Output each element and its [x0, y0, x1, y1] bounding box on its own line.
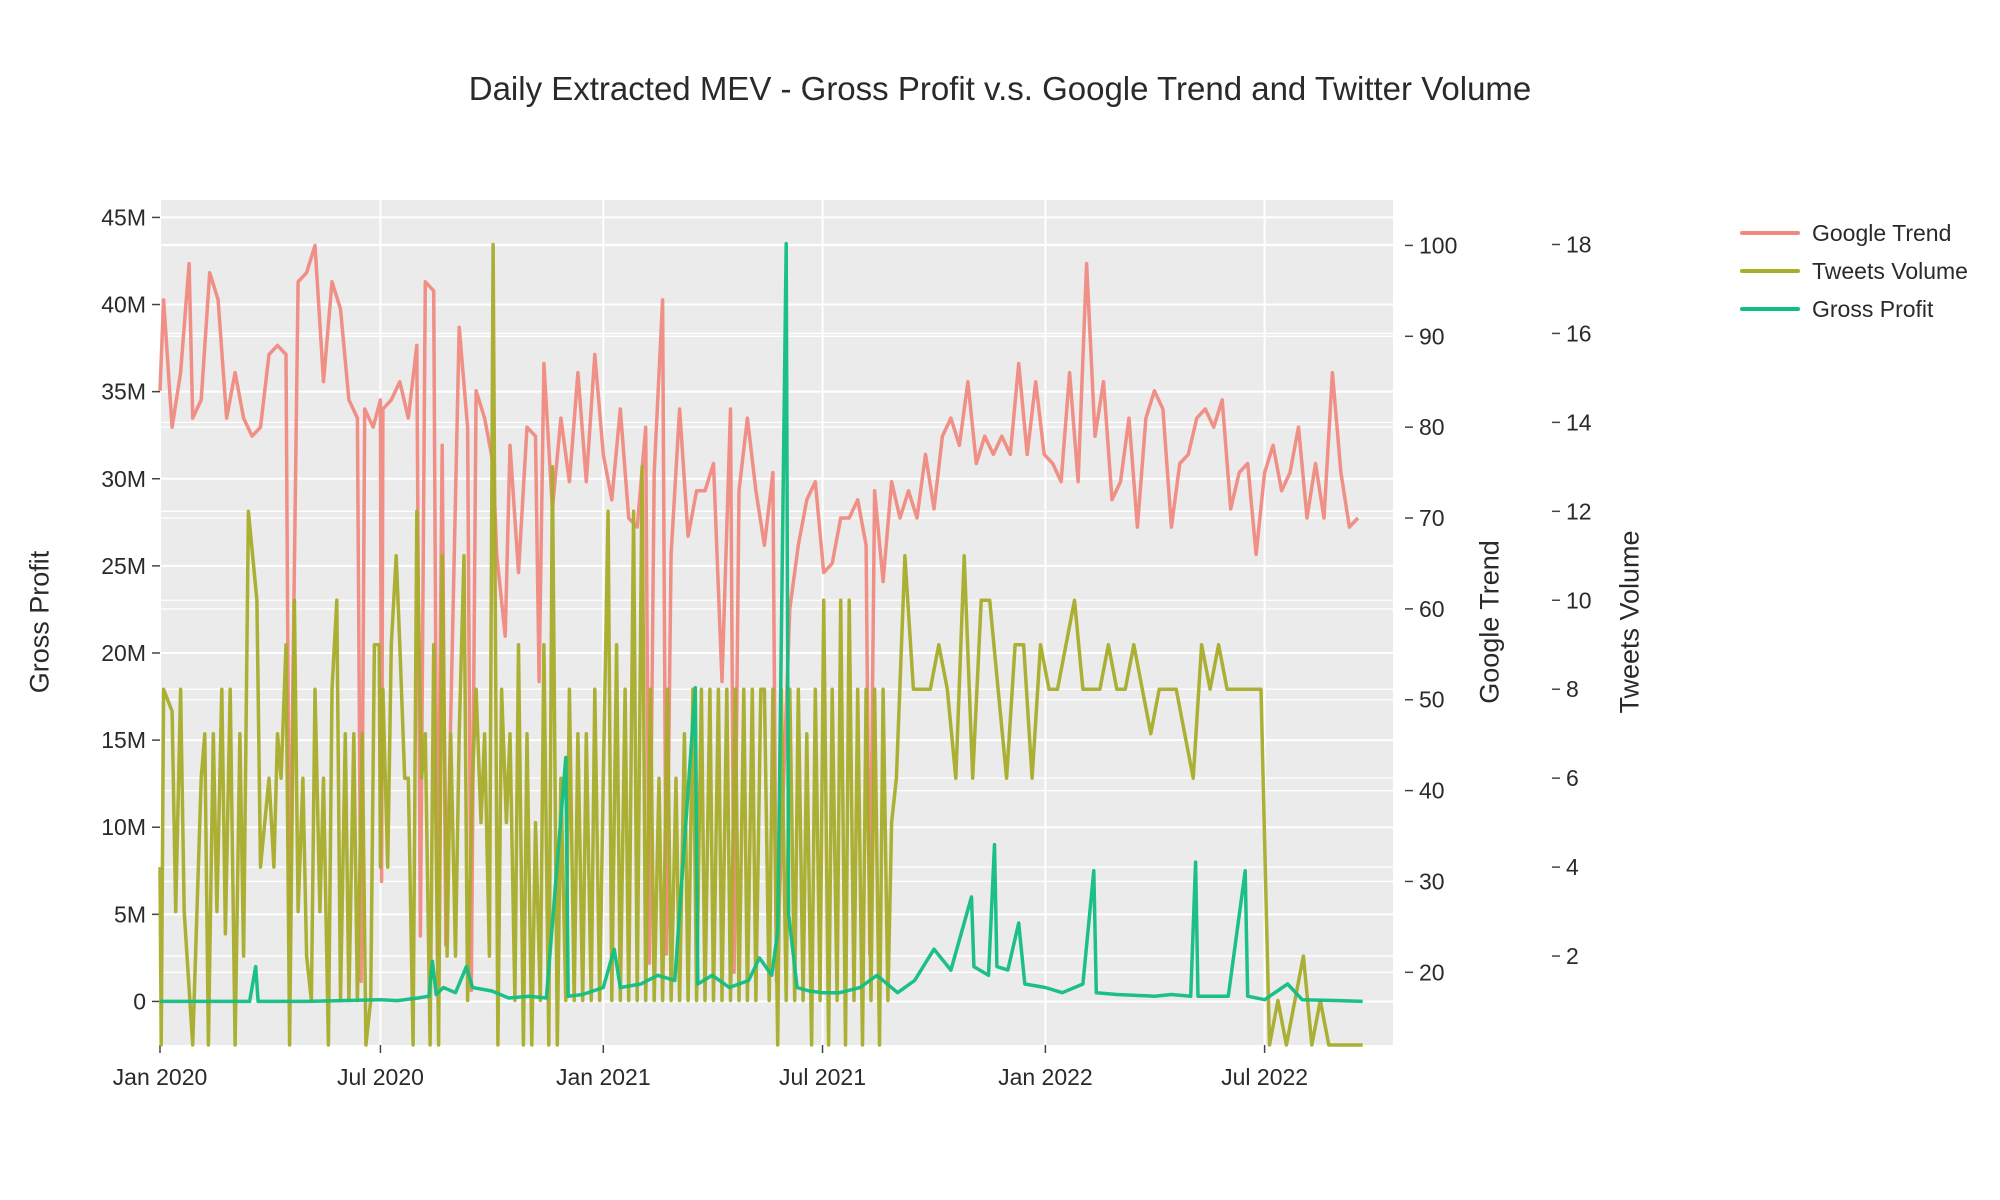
series-lines: [158, 241, 1363, 1047]
legend-label: Google Trend: [1812, 219, 1952, 246]
legend-swatch-tweets-volume: [1740, 269, 1800, 273]
legend-item-gross-profit[interactable]: Gross Profit: [1740, 290, 1968, 328]
y-tick-label-google-trend: 80: [1419, 414, 1445, 440]
y-tick-label-gross-profit: 0: [133, 988, 146, 1014]
y-tick-label-tweets-volume: 4: [1566, 854, 1579, 880]
y-tick-label-tweets-volume: 2: [1566, 943, 1579, 969]
y-tick-label-gross-profit: 45M: [101, 204, 146, 230]
y-tick-label-gross-profit: 40M: [101, 292, 146, 318]
y-tick-label-google-trend: 90: [1419, 323, 1445, 349]
y-axis-title-google-trend: Google Trend: [1474, 540, 1505, 704]
legend-item-google-trend[interactable]: Google Trend: [1740, 214, 1968, 252]
legend-label: Tweets Volume: [1812, 257, 1968, 284]
y-tick-label-gross-profit: 5M: [114, 901, 146, 927]
legend-label: Gross Profit: [1812, 295, 1934, 322]
x-tick-label: Jul 2021: [779, 1064, 866, 1090]
y-axis-title-tweets-volume: Tweets Volume: [1614, 530, 1645, 714]
x-tick-label: Jul 2020: [337, 1064, 424, 1090]
y-tick-label-google-trend: 60: [1419, 596, 1445, 622]
x-tick-label: Jan 2022: [998, 1064, 1093, 1090]
series-line-gross-profit: [160, 241, 1363, 1004]
x-tick-label: Jul 2022: [1221, 1064, 1308, 1090]
y-tick-label-google-trend: 100: [1419, 232, 1457, 258]
y-tick-label-tweets-volume: 16: [1566, 320, 1592, 346]
y-axis-title-gross-profit: Gross Profit: [24, 550, 55, 694]
x-tick-label: Jan 2021: [556, 1064, 651, 1090]
series-line-tweets-volume: [158, 242, 1363, 1047]
y-tick-label-gross-profit: 20M: [101, 640, 146, 666]
chart-title: Daily Extracted MEV - Gross Profit v.s. …: [468, 70, 1532, 107]
legend-swatch-google-trend: [1740, 231, 1800, 235]
y-tick-label-gross-profit: 15M: [101, 727, 146, 753]
y-tick-label-tweets-volume: 10: [1566, 587, 1592, 613]
y-tick-label-gross-profit: 10M: [101, 814, 146, 840]
y-tick-label-tweets-volume: 14: [1566, 409, 1592, 435]
y-tick-label-google-trend: 40: [1419, 778, 1445, 804]
y-tick-label-google-trend: 20: [1419, 959, 1445, 985]
x-tick-label: Jan 2020: [113, 1064, 208, 1090]
y-tick-label-tweets-volume: 18: [1566, 231, 1592, 257]
y-tick-label-gross-profit: 35M: [101, 379, 146, 405]
legend-swatch-gross-profit: [1740, 307, 1800, 311]
y-tick-label-tweets-volume: 8: [1566, 676, 1579, 702]
y-tick-label-tweets-volume: 6: [1566, 765, 1579, 791]
y-tick-label-google-trend: 30: [1419, 868, 1445, 894]
y-tick-label-google-trend: 50: [1419, 687, 1445, 713]
legend-item-tweets-volume[interactable]: Tweets Volume: [1740, 252, 1968, 290]
axes: Jan 2020 Jul 2020 Jan 2021 Jul 2021 Jan 2022…: [101, 204, 1592, 1090]
y-tick-label-gross-profit: 30M: [101, 466, 146, 492]
y-tick-label-gross-profit: 25M: [101, 553, 146, 579]
legend: Google Trend Tweets Volume Gross Profit: [1740, 214, 1968, 328]
y-tick-label-google-trend: 70: [1419, 505, 1445, 531]
y-tick-label-tweets-volume: 12: [1566, 498, 1592, 524]
